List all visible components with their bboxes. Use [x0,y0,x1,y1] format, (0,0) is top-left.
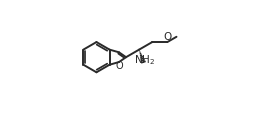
Text: O: O [163,32,172,42]
Text: NH$_2$: NH$_2$ [134,54,155,67]
Text: O: O [116,61,124,71]
